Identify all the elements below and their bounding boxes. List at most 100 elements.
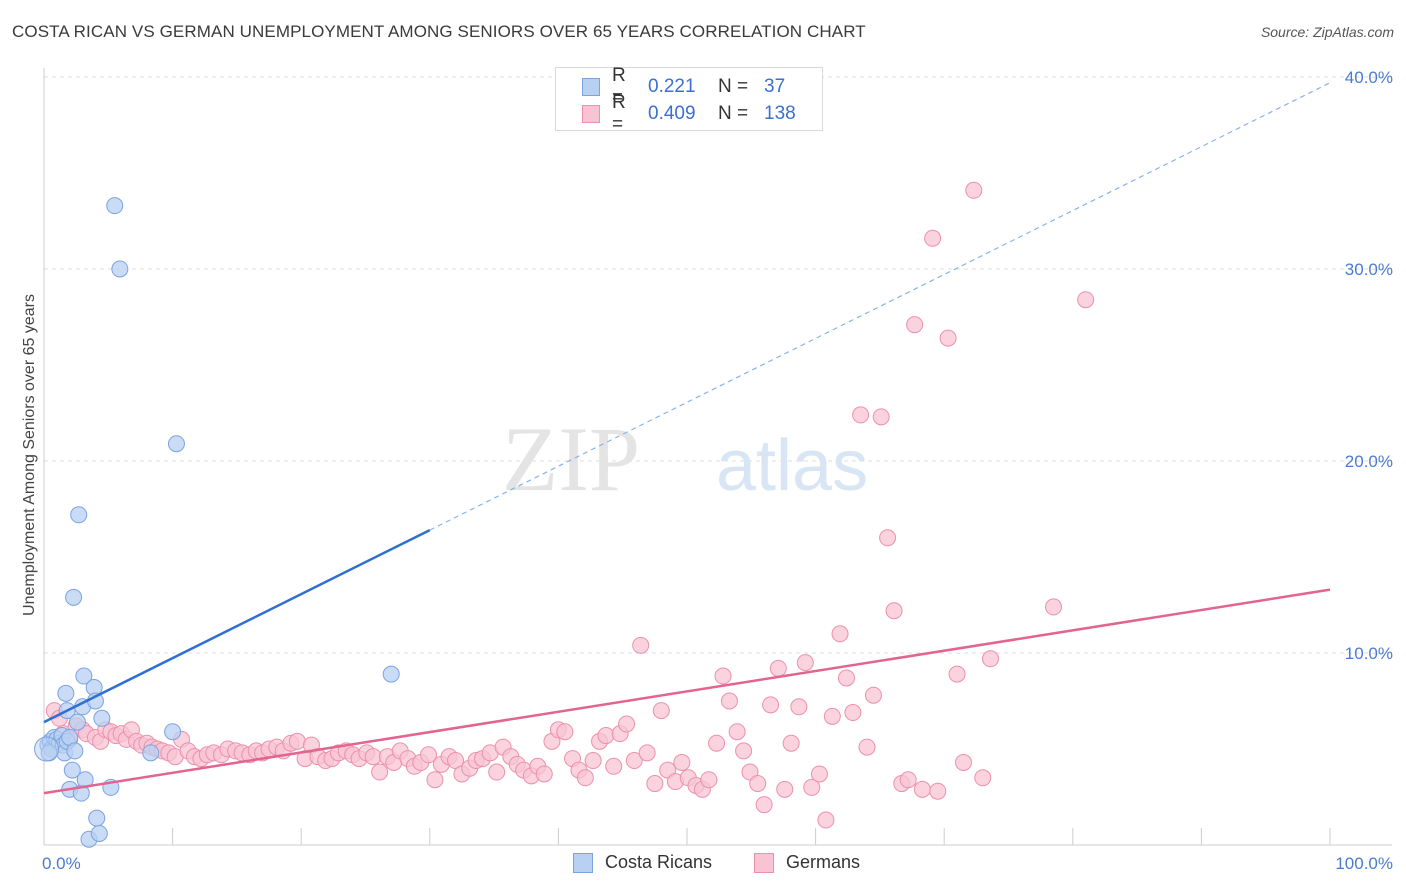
costa-rican-point bbox=[63, 761, 81, 779]
costa-rican-point bbox=[167, 435, 185, 453]
german-point bbox=[954, 753, 972, 771]
german-point bbox=[782, 734, 800, 752]
y-tick-label: 10.0% bbox=[1345, 644, 1393, 663]
german-point bbox=[288, 732, 306, 750]
german-point bbox=[776, 780, 794, 798]
tick-labels: 10.0% 20.0% 30.0% 40.0% 0.0% 100.0% bbox=[42, 68, 1393, 873]
costa-rican-point bbox=[106, 197, 124, 215]
german-point bbox=[803, 778, 821, 796]
german-point bbox=[576, 769, 594, 787]
german-point bbox=[864, 686, 882, 704]
german-point bbox=[556, 723, 574, 741]
german-point bbox=[426, 771, 444, 789]
legend-r-value: 0.221 bbox=[648, 76, 696, 97]
legend-n-value: 138 bbox=[764, 103, 796, 124]
german-point bbox=[708, 734, 726, 752]
bottom-legend-costa-ricans: Costa Ricans bbox=[573, 852, 712, 873]
legend-swatch-costa-ricans bbox=[582, 78, 600, 96]
legend-n-label: N = bbox=[718, 76, 749, 97]
costa-rican-point bbox=[66, 742, 84, 760]
german-point bbox=[420, 746, 438, 764]
german-point bbox=[1045, 598, 1063, 616]
bottom-legend-swatch-costa-ricans bbox=[573, 852, 593, 873]
german-point bbox=[810, 765, 828, 783]
german-point bbox=[858, 738, 876, 756]
costa-rican-point bbox=[65, 588, 83, 606]
german-point bbox=[364, 748, 382, 766]
german-point bbox=[535, 765, 553, 783]
costa-rican-point bbox=[93, 709, 111, 727]
german-point bbox=[652, 702, 670, 720]
german-point bbox=[885, 602, 903, 620]
y-tick-label: 40.0% bbox=[1345, 68, 1393, 87]
german-point bbox=[625, 752, 643, 770]
german-point bbox=[646, 775, 664, 793]
german-point bbox=[913, 780, 931, 798]
german-point bbox=[728, 723, 746, 741]
german-point bbox=[906, 316, 924, 334]
legend: R = 0.221 N = 37 R = 0.409 N = 138 bbox=[555, 65, 823, 135]
german-point bbox=[1077, 291, 1095, 309]
german-point bbox=[584, 752, 602, 770]
costa-ricans-trend-line bbox=[43, 529, 431, 724]
watermark-zip: ZIP bbox=[502, 408, 640, 510]
trend-lines bbox=[43, 82, 1331, 795]
german-point bbox=[714, 667, 732, 685]
legend-r-value: 0.409 bbox=[648, 103, 696, 124]
german-point bbox=[852, 406, 870, 424]
german-point bbox=[673, 753, 691, 771]
german-point bbox=[831, 625, 849, 643]
grid-lines bbox=[44, 76, 1392, 654]
source-credit: Source: ZipAtlas.com bbox=[1260, 24, 1394, 40]
germans-trend-line bbox=[43, 588, 1331, 795]
x-tick-label: 100.0% bbox=[1335, 854, 1393, 873]
german-point bbox=[790, 698, 808, 716]
costa-rican-point bbox=[34, 736, 60, 762]
german-point bbox=[488, 763, 506, 781]
german-point bbox=[879, 529, 897, 547]
german-point bbox=[638, 744, 656, 762]
german-point bbox=[817, 811, 835, 829]
german-point bbox=[939, 329, 957, 347]
german-point bbox=[769, 659, 787, 677]
costa-rican-point bbox=[142, 744, 160, 762]
german-point bbox=[974, 769, 992, 787]
german-point bbox=[872, 408, 890, 426]
y-axis-label: Unemployment Among Seniors over 65 years bbox=[21, 294, 38, 616]
costa-rican-point bbox=[164, 723, 182, 741]
watermark: ZIP atlas bbox=[502, 408, 868, 510]
legend-swatch-germans bbox=[582, 105, 600, 123]
costa-rican-point bbox=[90, 824, 108, 842]
german-point bbox=[899, 771, 917, 789]
y-tick-label: 30.0% bbox=[1345, 260, 1393, 279]
german-point bbox=[735, 742, 753, 760]
costa-rican-point bbox=[75, 667, 93, 685]
german-point bbox=[796, 654, 814, 672]
bottom-legend-label: Costa Ricans bbox=[605, 852, 713, 872]
german-point bbox=[929, 782, 947, 800]
german-point bbox=[823, 707, 841, 725]
german-point bbox=[924, 229, 942, 247]
bottom-legend-label: Germans bbox=[786, 852, 861, 872]
german-point bbox=[371, 763, 389, 781]
costa-rican-point bbox=[57, 684, 75, 702]
costa-ricans-points bbox=[34, 197, 400, 848]
costa-rican-point bbox=[88, 809, 106, 827]
costa-rican-point bbox=[111, 260, 129, 278]
y-tick-label: 20.0% bbox=[1345, 452, 1393, 471]
x-tick-label: 0.0% bbox=[42, 854, 81, 873]
axes bbox=[43, 68, 1392, 846]
costa-ricans-trend-extension bbox=[429, 82, 1331, 531]
german-point bbox=[844, 704, 862, 722]
german-point bbox=[700, 771, 718, 789]
german-point bbox=[762, 696, 780, 714]
chart-title: COSTA RICAN VS GERMAN UNEMPLOYMENT AMONG… bbox=[12, 22, 866, 41]
watermark-atlas: atlas bbox=[716, 426, 868, 506]
german-point bbox=[837, 669, 855, 687]
german-point bbox=[605, 757, 623, 775]
legend-n-label: N = bbox=[718, 103, 749, 124]
legend-r-label: R = bbox=[612, 65, 626, 108]
german-point bbox=[720, 692, 738, 710]
bottom-legend-germans: Germans bbox=[754, 852, 860, 873]
